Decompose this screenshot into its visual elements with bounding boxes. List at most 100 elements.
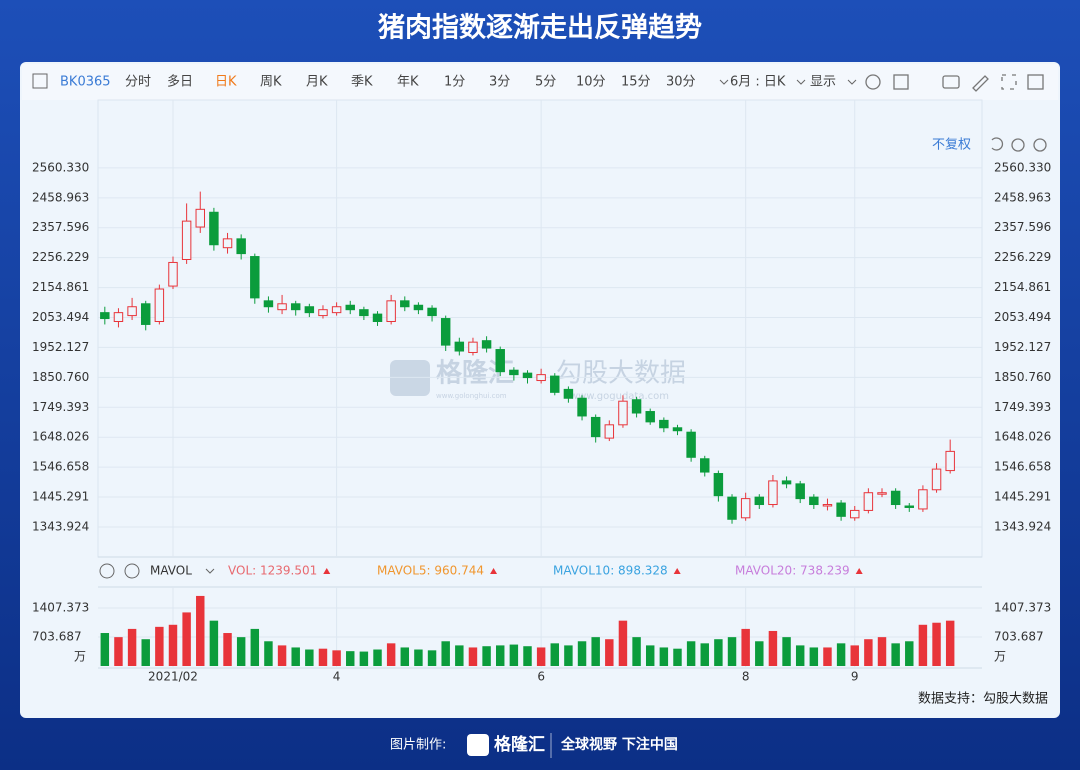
candle-body [481,340,492,349]
volume-bar [332,650,341,666]
volume-bar [618,620,628,666]
volume-bar [141,639,150,666]
volume-bar [223,633,232,666]
volume-bar [441,641,450,666]
y-tick-label-right: 2256.229 [994,250,1051,264]
toolbar-item[interactable]: 周K [260,75,282,90]
candle-body [222,238,233,249]
volume-bar [373,649,382,666]
toolbar-item[interactable]: 5分 [535,75,556,90]
toolbar-item[interactable]: 多日 [167,74,193,90]
draw-icon[interactable] [972,75,989,92]
candle-body [795,483,805,500]
y-tick-label-right: 1343.924 [994,519,1051,533]
candle-body [413,304,424,311]
volume-bar [918,624,928,666]
candle-body [386,300,396,322]
candle-body [836,502,846,517]
y-tick-label-right: 703.687 [994,629,1044,643]
candle-body [359,309,369,317]
candle-body [372,313,383,322]
zoom-in[interactable] [1033,138,1047,152]
volume-bar [782,637,791,666]
fullscreen-icon[interactable] [1001,74,1017,90]
volume-bar [632,637,641,666]
volume-bar [168,624,178,666]
candle-body [250,256,260,299]
camera-icon[interactable] [942,75,960,89]
candle-body [563,388,574,399]
indicator-close[interactable] [124,563,140,579]
indicator-settings[interactable] [99,563,115,579]
y-tick-label-right: 1850.760 [994,370,1051,384]
candle-body [236,238,246,255]
volume-bar [550,643,559,666]
toolbar-item[interactable]: 3分 [489,75,510,90]
volume-bar [509,644,519,666]
footer-logo [467,734,489,756]
toolbar-item[interactable]: 月K [306,75,328,90]
candle-body [727,496,737,520]
y-tick-label: 2458.963 [32,190,89,204]
candle-body [700,458,710,473]
y-tick-label: 1343.924 [32,519,89,533]
y-tick-label: 1407.373 [32,600,89,614]
watermark-url: www.golonghui.com [436,392,507,400]
sidebar-toggle[interactable] [32,73,48,89]
candle-body [181,220,192,261]
toolbar-item[interactable]: 10分 [576,75,606,90]
volume-bar [196,595,205,666]
toolbar-item[interactable]: 显示 [810,75,836,90]
y-tick-label: 2053.494 [32,310,89,324]
settings-icon[interactable] [865,74,881,90]
unit-label: 万 [74,650,86,664]
toolbar-item[interactable]: 年K [397,75,419,90]
x-tick-label: 4 [333,670,341,684]
x-tick-label: 6 [537,670,545,684]
unit-label-right: 万 [994,650,1006,664]
volume-bar [850,645,859,666]
candle-body [468,341,478,353]
adjust-label[interactable]: 不复权 [932,137,971,153]
y-tick-label-right: 1749.393 [994,400,1051,414]
candle-body [645,411,655,423]
volume-bar [482,646,491,666]
toolbar-item[interactable]: 15分 [621,75,651,90]
toolbar-item[interactable]: 30分 [666,75,696,90]
volume-bar [414,649,423,666]
layout-icon[interactable] [1027,74,1044,90]
indicator-caret[interactable] [205,568,215,574]
volume-bar [100,633,110,666]
candle-body [536,374,546,382]
page-title: 猪肉指数逐渐走出反弹趋势 [378,13,702,44]
toolbar-item[interactable]: BK0365 [60,75,111,90]
volume-bar [727,637,737,666]
y-tick-label: 1749.393 [32,400,89,414]
footer-brand: 格隆汇 [494,734,545,755]
zoom-out[interactable] [1011,138,1025,152]
reset-icon[interactable] [991,137,1004,151]
y-tick-label-right: 1648.026 [994,430,1051,444]
watermark-data-brand: 勾股大数据 [556,359,686,389]
style-icon[interactable] [893,74,909,90]
toolbar-item[interactable]: 6月 : 日K [730,75,786,90]
volume-bar [864,639,873,666]
volume-bar [645,645,655,666]
volume-bar [359,651,369,666]
indicator-name[interactable]: MAVOL [150,564,192,578]
candle-body [140,303,151,325]
candle-body [427,307,437,317]
volume-bar [455,645,464,666]
y-tick-label: 703.687 [32,629,82,643]
candle-body [454,341,465,352]
volume-bar [659,647,669,666]
toolbar-item[interactable]: 分时 [125,75,151,90]
toolbar-item[interactable]: 1分 [444,75,465,90]
y-tick-label-right: 1952.127 [994,340,1051,354]
toolbar-item[interactable]: 日K [215,75,237,90]
candle-body [154,288,165,322]
candle-body [290,303,301,311]
toolbar-item[interactable]: 季K [351,75,373,90]
volume-bar [905,641,914,666]
